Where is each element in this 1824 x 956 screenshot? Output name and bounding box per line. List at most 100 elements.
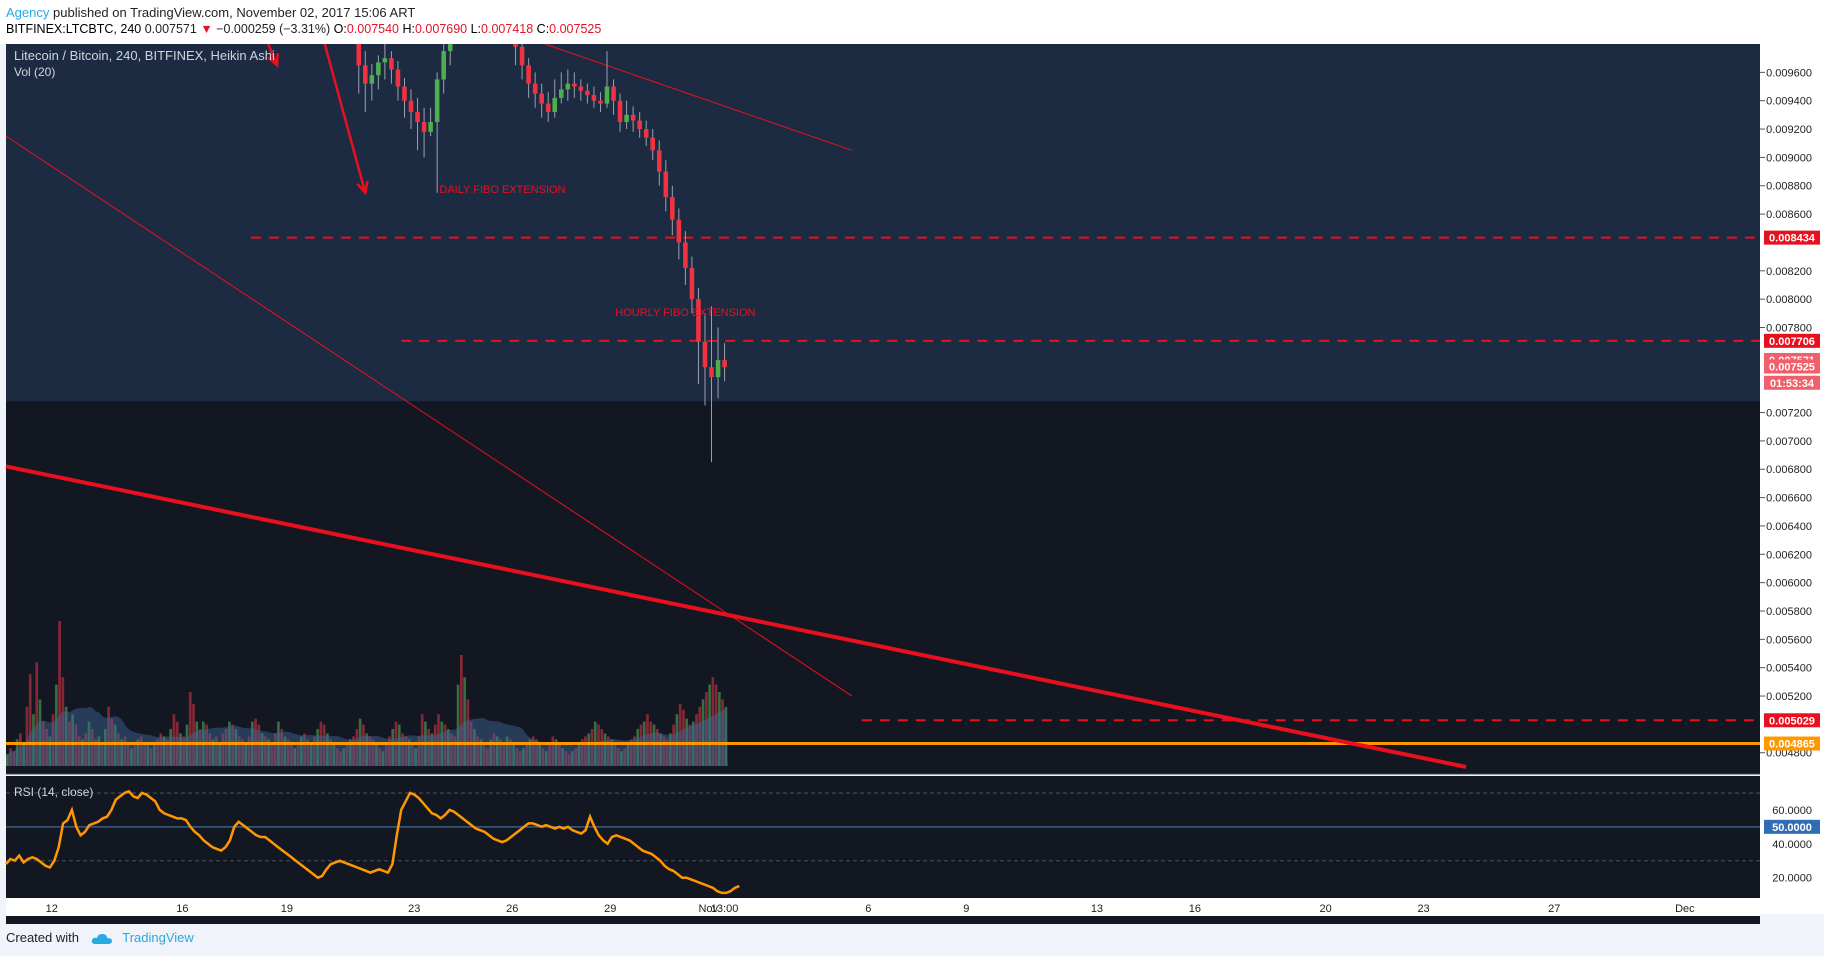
candle-body	[676, 219, 682, 243]
volume-bar	[375, 743, 378, 766]
volume-bar	[159, 733, 163, 766]
volume-bar	[280, 729, 284, 766]
volume-bar	[231, 724, 235, 766]
volume-bar	[335, 748, 339, 766]
volume-bar	[107, 706, 110, 766]
price-tag-label: 0.008434	[1769, 233, 1816, 245]
volume-bar	[22, 743, 25, 766]
tradingview-cloud-icon	[91, 933, 112, 944]
price-tick-label: 0.007000	[1766, 436, 1812, 448]
price-tick-label: 0.005600	[1766, 634, 1812, 646]
volume-bar	[463, 677, 466, 766]
volume-bar	[505, 736, 509, 766]
tradingview-link[interactable]: TradingView	[122, 930, 194, 945]
price-tag-bg	[1764, 736, 1820, 751]
candle-body	[441, 51, 446, 80]
volume-bar	[587, 733, 591, 766]
volume-bar	[15, 739, 19, 766]
volume-bar	[564, 751, 568, 766]
volume-bar	[211, 739, 215, 766]
volume-bar	[378, 748, 382, 766]
price-tick-label: 0.009600	[1766, 67, 1812, 79]
volume-bar	[391, 729, 395, 766]
candle-body	[369, 75, 375, 84]
volume-bar	[97, 736, 101, 766]
volume-bar	[655, 729, 659, 766]
candle-body	[650, 137, 656, 151]
close-label: C:	[536, 22, 550, 36]
volume-bar	[711, 677, 715, 766]
candle-body	[656, 150, 662, 172]
volume-bar	[322, 724, 326, 766]
volume-bar	[636, 729, 640, 766]
volume-bar	[499, 739, 502, 766]
volume-bar	[267, 739, 270, 766]
horizontal-lines	[6, 236, 1760, 746]
candle-body	[565, 83, 571, 90]
volume-bar	[558, 743, 561, 766]
candle-body	[617, 100, 623, 122]
chart-canvas[interactable]: DAILY FIBO EXTENSION HOURLY FIBO EXTENSIO…	[0, 44, 1824, 924]
volume-bar	[58, 620, 61, 766]
price-tag-bg	[1764, 230, 1820, 245]
volume-bar	[77, 736, 81, 766]
arrow-shaft	[323, 44, 367, 194]
volume-bar	[420, 714, 424, 766]
volume-bar	[247, 736, 251, 766]
volume-bar	[28, 674, 32, 766]
volume-bar	[120, 739, 123, 766]
publish-header: Agency published on TradingView.com, Nov…	[0, 0, 1824, 44]
volume-bar	[659, 733, 662, 766]
ohlc-line: BITFINEX:LTCBTC, 240 0.007571 ▼ −0.00025…	[6, 22, 601, 36]
candle-body	[591, 95, 597, 101]
volume-ma-area	[6, 706, 728, 766]
fibo-annotation: DAILY FIBO EXTENSION	[439, 184, 565, 196]
price-tick-label: 0.008600	[1766, 209, 1812, 221]
volume-bar	[724, 706, 728, 766]
time-tick-label: 13	[1091, 903, 1103, 915]
volume-bar	[270, 743, 274, 766]
time-tick-label: 23	[1417, 903, 1429, 915]
volume-bar	[704, 692, 708, 766]
volume-bar	[417, 736, 421, 766]
volume-bar	[182, 736, 186, 766]
price-tag-bg	[1764, 333, 1820, 348]
volume-bar	[433, 724, 437, 766]
volume-bar	[476, 736, 480, 766]
time-tick-label: 9	[963, 903, 969, 915]
volume-bar	[185, 724, 189, 766]
volume-bar	[152, 742, 156, 766]
volume-bar	[283, 736, 287, 766]
volume-bar	[162, 736, 166, 766]
high-value: 0.007690	[414, 22, 468, 36]
created-with-label: Created with	[6, 930, 79, 945]
candle-body	[382, 58, 388, 63]
volume-bar	[479, 739, 483, 766]
change-arrow: ▼	[200, 22, 213, 36]
author-link[interactable]: Agency	[6, 5, 50, 20]
trendline	[5, 135, 853, 697]
volume-bar	[620, 751, 623, 766]
arrow-shaft	[266, 44, 279, 66]
volume-bar	[273, 733, 277, 766]
volume-bar	[623, 748, 626, 766]
volume-bar	[54, 684, 58, 766]
volume-bar	[188, 692, 192, 766]
volume-bar	[71, 714, 74, 766]
volume-bar	[130, 748, 133, 766]
candle-body	[434, 79, 440, 122]
volume-bar	[316, 729, 319, 766]
candle-body	[519, 46, 525, 66]
price-tag-label: 0.007706	[1769, 336, 1815, 348]
price-tick-label: 0.007200	[1766, 408, 1812, 420]
candle-body	[598, 100, 603, 104]
rsi-tick-label: 20.0000	[1772, 873, 1812, 885]
volume-bar	[518, 751, 522, 766]
fibo-annotation: HOURLY FIBO EXTENSION	[615, 307, 755, 319]
volume-bar	[633, 736, 636, 766]
time-tick-label: 12	[46, 903, 58, 915]
volume-bar	[218, 743, 221, 766]
volume-bar	[616, 748, 620, 766]
volume-bar	[597, 724, 600, 766]
time-tick-label: Dec	[1675, 903, 1695, 915]
